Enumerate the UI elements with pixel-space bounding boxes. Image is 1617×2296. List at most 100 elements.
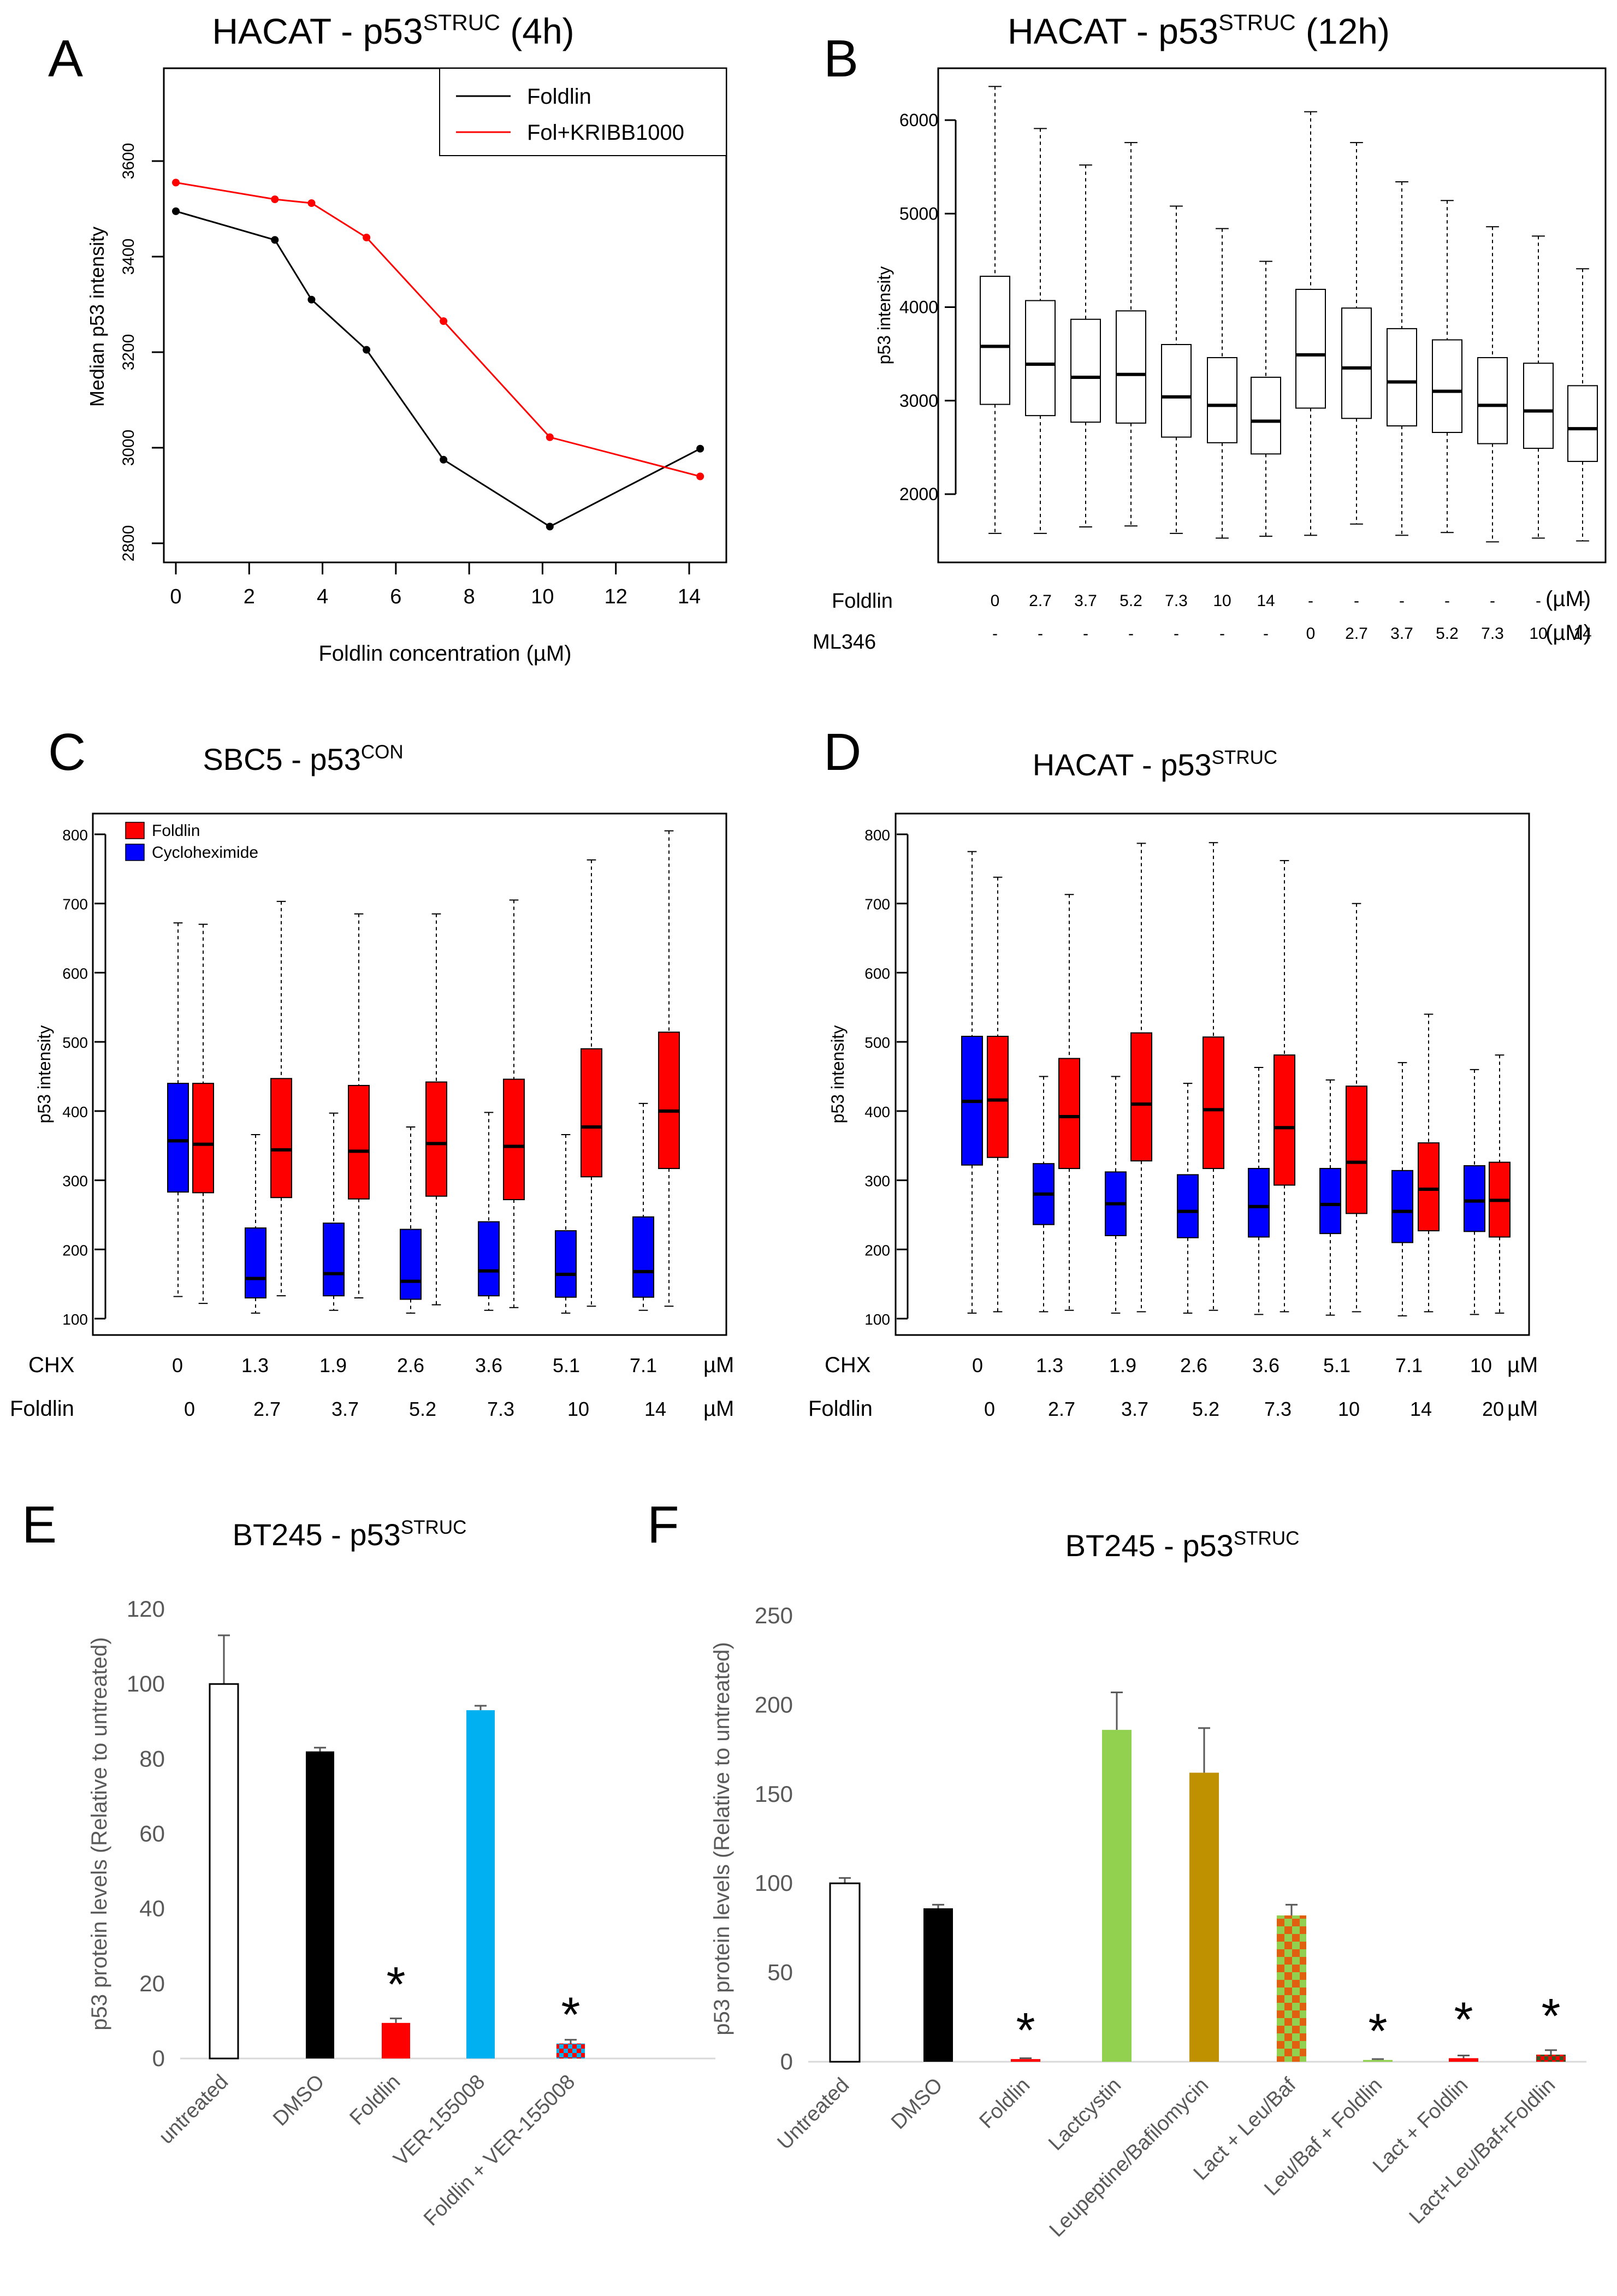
y-tick-label: 50 bbox=[767, 1960, 793, 1985]
box-9 bbox=[478, 1112, 500, 1311]
box-iqr bbox=[658, 1031, 680, 1170]
panel-title-c: SBC5 - p53CON bbox=[203, 741, 403, 776]
legend-box bbox=[439, 68, 727, 156]
ml346-conc-label: 5.2 bbox=[1436, 625, 1459, 643]
bar-rect bbox=[1536, 2054, 1566, 2062]
bar-rect bbox=[1189, 1772, 1219, 2062]
box-iqr bbox=[1203, 1036, 1224, 1170]
x-tick-label: 10 bbox=[531, 585, 554, 608]
foldlin-conc-label: - bbox=[1536, 592, 1541, 610]
ml346-conc-label: - bbox=[1128, 625, 1134, 643]
bar-rect bbox=[1449, 2058, 1478, 2062]
y-tick-label: 100 bbox=[755, 1870, 793, 1896]
box-3 bbox=[245, 1134, 266, 1314]
bar-8: * bbox=[1449, 1992, 1478, 2062]
significance-star: * bbox=[1016, 2003, 1035, 2058]
panel-title-b: HACAT - p53STRUC (12h) bbox=[1008, 10, 1390, 51]
y-tick-label: 500 bbox=[864, 1034, 890, 1051]
box-iqr bbox=[503, 1078, 525, 1201]
bar-3: * bbox=[1011, 2003, 1040, 2062]
ml346-conc-label: - bbox=[1219, 625, 1225, 643]
box-8 bbox=[425, 913, 447, 1306]
box-16 bbox=[1489, 1054, 1511, 1314]
box-iqr bbox=[1477, 357, 1508, 444]
y-tick-label: 3400 bbox=[120, 239, 138, 275]
title-text: HACAT - p53 bbox=[1033, 747, 1212, 782]
foldlin-conc-label: 2.7 bbox=[253, 1398, 281, 1420]
bar-rect bbox=[1011, 2059, 1040, 2062]
box-13 bbox=[1523, 235, 1554, 539]
data-point bbox=[546, 433, 554, 441]
significance-star: * bbox=[1454, 1992, 1473, 2047]
legend-label: Cycloheximide bbox=[152, 844, 258, 862]
foldlin-conc-label: 0 bbox=[991, 592, 1000, 610]
x-tick-label: 2 bbox=[244, 585, 255, 608]
ml346-conc-label: - bbox=[1263, 625, 1269, 643]
box-2 bbox=[1025, 128, 1056, 534]
y-tick-label: 40 bbox=[139, 1896, 165, 1921]
foldlin-conc-label: 2.7 bbox=[1029, 592, 1052, 610]
data-point bbox=[172, 207, 180, 215]
y-axis-label: p53 intensity bbox=[34, 1025, 54, 1124]
box-5 bbox=[1105, 1076, 1127, 1314]
box-7 bbox=[400, 1126, 422, 1314]
bar-5: * bbox=[556, 1988, 585, 2058]
bar-rect bbox=[382, 2022, 410, 2058]
data-point bbox=[440, 317, 448, 325]
x-category-label: DMSO bbox=[269, 2070, 329, 2131]
box-iqr bbox=[270, 1078, 292, 1199]
x-category-label: untreated bbox=[155, 2070, 233, 2149]
y-tick-label: 200 bbox=[864, 1242, 890, 1259]
title-text: SBC5 - p53 bbox=[203, 742, 361, 776]
y-tick-label: 5000 bbox=[899, 204, 938, 223]
foldlin-conc-label: 5.2 bbox=[409, 1398, 436, 1420]
y-tick-label: 3000 bbox=[899, 391, 938, 411]
row-label-chx: CHX bbox=[28, 1353, 74, 1377]
title-superscript: STRUC bbox=[1218, 10, 1295, 35]
foldlin-conc-label: 3.7 bbox=[1121, 1398, 1148, 1420]
bar-rect bbox=[466, 1710, 495, 2058]
x-tick-label: 8 bbox=[464, 585, 475, 608]
chx-conc-label: 2.6 bbox=[397, 1354, 424, 1377]
box-iqr bbox=[980, 275, 1010, 405]
bar-rect bbox=[209, 1683, 239, 2060]
title-text: BT245 - p53 bbox=[233, 1517, 401, 1552]
box-iqr bbox=[1341, 307, 1372, 419]
chx-conc-label: 0 bbox=[972, 1354, 983, 1377]
panel-title-e: BT245 - p53STRUC bbox=[233, 1517, 467, 1552]
box-iqr bbox=[581, 1048, 602, 1178]
x-category-label: Leupeptine/Bafilomycin bbox=[1045, 2074, 1213, 2242]
unit-label: µM bbox=[703, 1353, 734, 1377]
panel-letter-d: D bbox=[824, 723, 861, 781]
ml346-conc-label: - bbox=[992, 625, 998, 643]
unit-label: (µM) bbox=[1545, 587, 1591, 611]
data-point bbox=[172, 179, 180, 187]
box-12 bbox=[581, 859, 602, 1307]
chx-conc-label: 1.3 bbox=[1036, 1354, 1063, 1377]
box-iqr bbox=[425, 1081, 447, 1197]
foldlin-conc-label: 10 bbox=[1213, 592, 1231, 610]
bar-4 bbox=[1102, 1692, 1132, 2062]
y-tick-label: 120 bbox=[127, 1596, 165, 1622]
data-point bbox=[307, 295, 316, 304]
box-13 bbox=[1391, 1062, 1413, 1316]
chx-conc-label: 5.1 bbox=[553, 1354, 580, 1377]
x-tick-label: 12 bbox=[605, 585, 627, 608]
y-tick-label: 2000 bbox=[899, 484, 938, 504]
title-text: HACAT - p53 bbox=[1008, 11, 1218, 51]
y-axis-label: p53 protein levels (Relative to untreate… bbox=[87, 1637, 111, 2030]
data-point bbox=[696, 444, 704, 453]
foldlin-conc-label: 20 bbox=[1482, 1398, 1504, 1420]
box-iqr bbox=[1025, 300, 1056, 417]
panel-letter-c: C bbox=[48, 723, 86, 781]
foldlin-conc-label: - bbox=[1444, 592, 1450, 610]
box-10 bbox=[503, 899, 525, 1308]
box-iqr bbox=[323, 1223, 345, 1297]
y-tick-label: 80 bbox=[139, 1746, 165, 1771]
chx-conc-label: 3.6 bbox=[475, 1354, 502, 1377]
box-14 bbox=[1567, 268, 1598, 542]
panel-letter-a: A bbox=[48, 29, 83, 88]
box-13 bbox=[632, 1102, 654, 1311]
box-10 bbox=[1387, 181, 1417, 536]
foldlin-conc-label: - bbox=[1354, 592, 1359, 610]
